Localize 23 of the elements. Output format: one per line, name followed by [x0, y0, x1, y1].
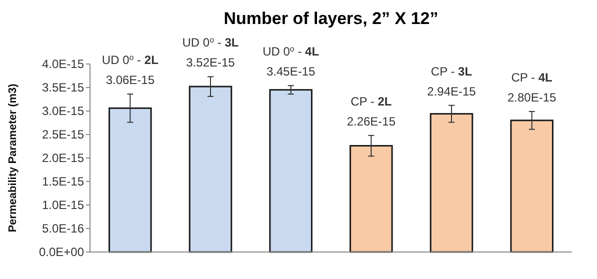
y-tick-label: 3.5E-15 — [42, 80, 84, 95]
y-tick-label: 2.0E-15 — [42, 151, 84, 166]
data-label: 3.45E-15 — [266, 64, 316, 79]
y-tick-label: 1.0E-15 — [42, 198, 84, 212]
x-tick-label: CP - 2L — [350, 94, 392, 108]
y-axis-title: Permeability Parameter (m3) — [7, 83, 19, 232]
data-label: 2.94E-15 — [427, 84, 476, 98]
y-tick-label: 1.5E-15 — [42, 174, 84, 189]
y-tick-label: 0.0E+00 — [38, 245, 84, 260]
x-tick-label: UD 0$^{o}$ - 2L — [102, 52, 158, 68]
data-label: 2.26E-15 — [346, 114, 396, 128]
y-tick-label: 5.0E-16 — [42, 222, 84, 236]
x-tick-label: UD 0$^{o}$ - 4L — [262, 44, 320, 59]
y-tick-label: 3.0E-15 — [42, 104, 84, 118]
x-tick-label: UD 0$^{o}$ - 3L — [182, 35, 239, 50]
x-tick-label: CP - 4L — [511, 70, 552, 84]
x-tick-label: CP - 3L — [430, 64, 472, 78]
data-label: 2.80E-15 — [507, 90, 557, 104]
y-tick-label: 2.5E-15 — [42, 128, 84, 142]
chart-title: Number of layers, 2” X 12” — [224, 9, 438, 28]
y-tick-label: 4.0E-15 — [42, 57, 84, 72]
data-label: 3.06E-15 — [106, 73, 155, 88]
data-label: 3.52E-15 — [186, 56, 236, 70]
